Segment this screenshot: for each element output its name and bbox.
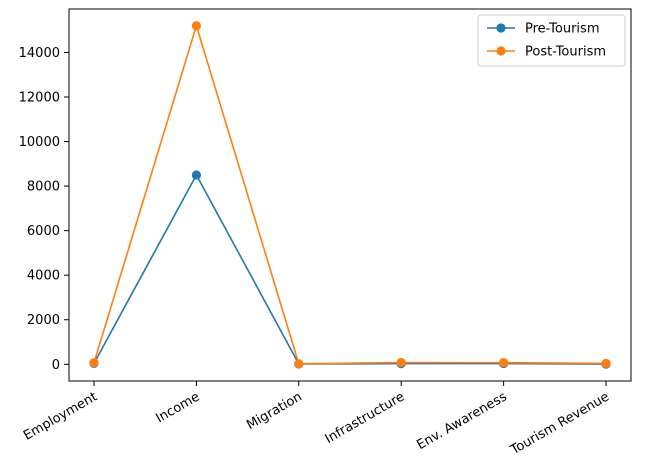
legend-label-2: Post-Tourism — [525, 45, 606, 60]
series-line-2 — [93, 24, 607, 365]
legend-marker-1 — [496, 23, 506, 33]
data-point-s2-2 — [191, 21, 201, 31]
data-point-s2-1 — [89, 358, 99, 368]
legend-label-1: Pre-Tourism — [525, 22, 599, 37]
y-tick-label-5: 8000 — [27, 180, 60, 195]
series-layer — [89, 21, 611, 369]
axes-frame — [68, 8, 632, 382]
x-tick-label-3: Migration — [244, 389, 305, 433]
legend: Pre-Tourism Post-Tourism — [477, 14, 626, 67]
data-point-s1-2 — [191, 170, 201, 180]
y-tick-label-7: 12000 — [19, 90, 60, 105]
data-point-s2-4 — [396, 357, 406, 368]
plot-area — [69, 9, 631, 381]
x-tick-label-6: Tourism Revenue — [507, 389, 612, 458]
data-point-s2-5 — [499, 358, 509, 368]
y-tick-label-1: 0 — [52, 358, 60, 373]
y-tick-label-6: 10000 — [19, 135, 60, 150]
plot-background — [69, 9, 631, 381]
legend-marker-2 — [496, 46, 506, 56]
data-point-s2-3 — [294, 359, 304, 369]
x-tick-label-5: Env. Awareness — [414, 389, 509, 453]
x-tick-label-1: Employment — [21, 389, 100, 443]
data-point-s2-6 — [601, 358, 611, 369]
x-tick-label-4: Infrastructure — [323, 389, 408, 446]
y-tick-label-3: 4000 — [27, 269, 60, 284]
y-tick-label-8: 14000 — [19, 46, 60, 61]
y-tick-label-2: 2000 — [27, 313, 60, 328]
x-tick-label-2: Income — [153, 389, 202, 426]
y-tick-label-4: 6000 — [27, 224, 60, 239]
